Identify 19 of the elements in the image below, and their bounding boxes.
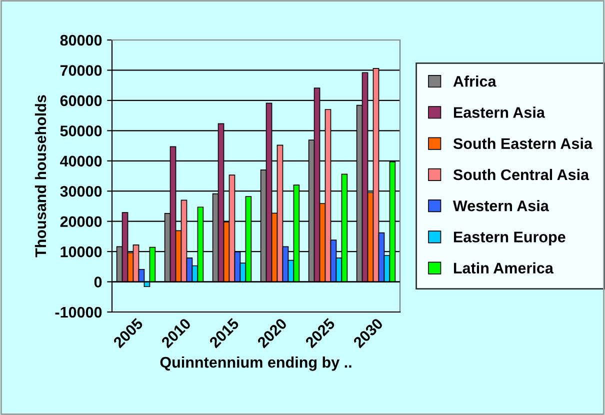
legend-label: South Central Asia <box>453 168 590 180</box>
legend-label: Latin America <box>454 262 554 274</box>
y-tick-label: 70000 <box>60 65 102 76</box>
y-tick-label: 40000 <box>60 156 102 167</box>
y-axis-title: Thousand households <box>34 95 46 258</box>
legend-label: Eastern Asia <box>454 106 546 118</box>
y-tick-label: 50000 <box>60 126 102 136</box>
legend-label: Africa <box>453 76 496 87</box>
x-axis-title: Quinntennium ending by .. <box>160 356 352 371</box>
y-tick-label: 20000 <box>60 216 102 228</box>
y-tick-label: 80000 <box>60 34 102 46</box>
y-tick-label: 30000 <box>60 186 102 197</box>
y-tick-label: 60000 <box>60 95 102 106</box>
y-tick-label: 10000 <box>60 246 102 258</box>
legend-label: Eastern Europe <box>454 232 566 246</box>
legend-label: South Eastern Asia <box>453 138 593 150</box>
y-tick-label: -10000 <box>55 306 102 318</box>
y-tick-label: 0 <box>94 276 102 288</box>
legend-label: Western Asia <box>452 200 549 212</box>
